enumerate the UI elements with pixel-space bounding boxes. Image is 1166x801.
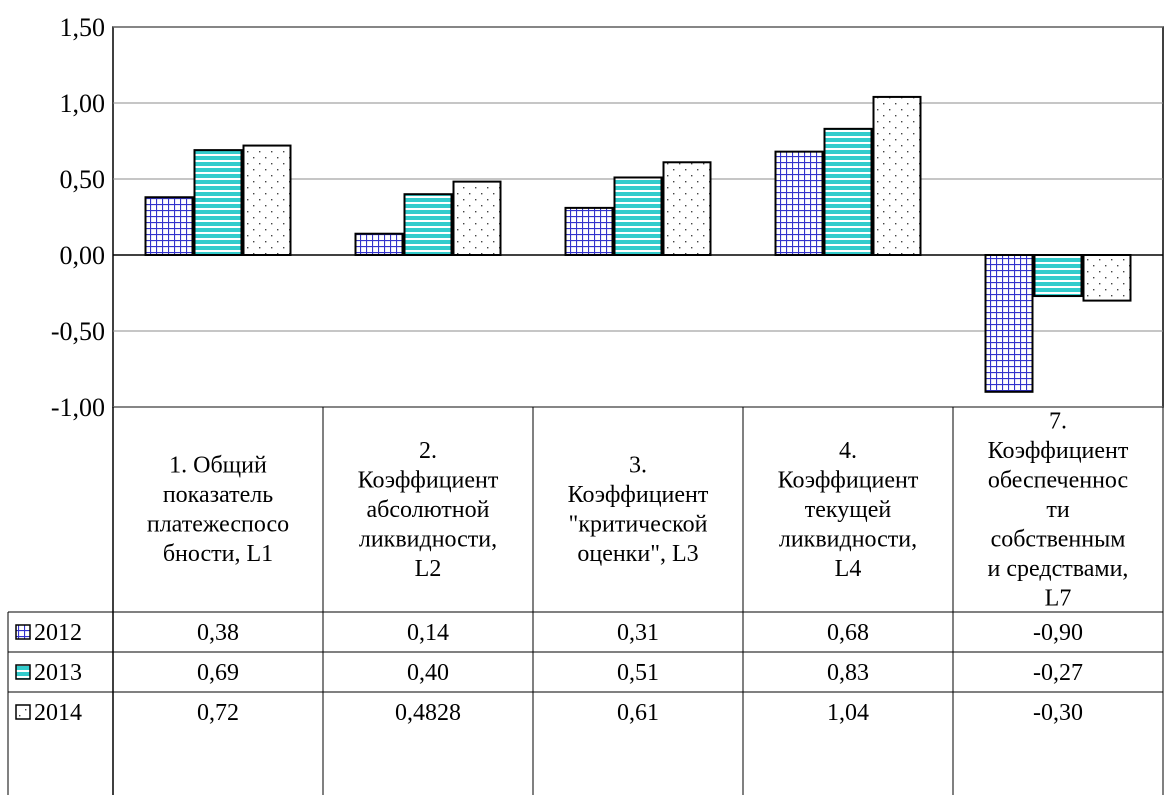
bar-2014-5 bbox=[1082, 254, 1132, 302]
data-label: 0,4828 bbox=[395, 700, 461, 726]
x-category-label: 3. Коэффициент "критической оценки", L3 bbox=[568, 453, 709, 568]
x-category-label: 7. Коэффициент обеспеченнос ти собственным и … bbox=[988, 408, 1129, 611]
data-label: 0,68 bbox=[827, 620, 869, 646]
y-tick-label: 1,00 bbox=[60, 89, 106, 118]
bar-2014-2 bbox=[452, 180, 502, 256]
bar-2013-2 bbox=[403, 193, 453, 256]
data-label: 0,40 bbox=[407, 660, 449, 686]
bar-2013-1 bbox=[193, 149, 243, 256]
bars bbox=[144, 95, 1132, 393]
bar-2012-4 bbox=[774, 150, 824, 256]
y-tick-label: 0,50 bbox=[60, 165, 106, 194]
legend-label: 2012 bbox=[34, 620, 82, 646]
data-table: 1. Общий показатель платежеспосо бности, L1… bbox=[7, 407, 1164, 795]
legend-key-2014 bbox=[15, 704, 31, 720]
data-label: 0,14 bbox=[407, 620, 449, 646]
legend-key-2013 bbox=[15, 664, 31, 680]
bar-2013-5 bbox=[1033, 254, 1083, 298]
bar-2014-1 bbox=[242, 144, 292, 256]
data-label: 0,72 bbox=[197, 700, 239, 726]
bar-2012-3 bbox=[564, 206, 614, 257]
x-category-label: 2. Коэффициент абсолютной ликвидности, L2 bbox=[358, 438, 499, 582]
data-label: 0,83 bbox=[827, 660, 869, 686]
bar-2013-4 bbox=[823, 127, 873, 256]
legend-label: 2013 bbox=[34, 660, 82, 686]
bar-2012-5 bbox=[984, 254, 1034, 393]
y-tick-label: -1,00 bbox=[51, 393, 105, 422]
x-category-label: 4. Коэффициент текущей ликвидности, L4 bbox=[778, 438, 919, 582]
y-tick-label: 1,50 bbox=[60, 13, 106, 42]
data-label: -0,27 bbox=[1033, 660, 1083, 686]
data-label: -0,90 bbox=[1033, 620, 1083, 646]
y-tick-label: -0,50 bbox=[51, 317, 105, 346]
data-label: 0,38 bbox=[197, 620, 239, 646]
legend-key-2012 bbox=[15, 624, 31, 640]
data-label: 0,61 bbox=[617, 700, 659, 726]
y-axis: 1,50 1,00 0,50 0,00 -0,50 -1,00 bbox=[51, 13, 105, 422]
bar-2014-3 bbox=[662, 161, 712, 256]
bar-2012-2 bbox=[354, 232, 404, 257]
legend-label: 2014 bbox=[34, 700, 82, 726]
x-category-label: 1. Общий показатель платежеспосо бности, L1 bbox=[147, 453, 289, 568]
data-label: 0,69 bbox=[197, 660, 239, 686]
data-label: -0,30 bbox=[1033, 700, 1083, 726]
data-label: 0,31 bbox=[617, 620, 659, 646]
data-label: 0,51 bbox=[617, 660, 659, 686]
bar-2013-3 bbox=[613, 176, 663, 256]
bar-2014-4 bbox=[872, 95, 922, 256]
y-tick-label: 0,00 bbox=[60, 241, 106, 270]
data-label: 1,04 bbox=[827, 700, 869, 726]
bar-2012-1 bbox=[144, 196, 194, 257]
